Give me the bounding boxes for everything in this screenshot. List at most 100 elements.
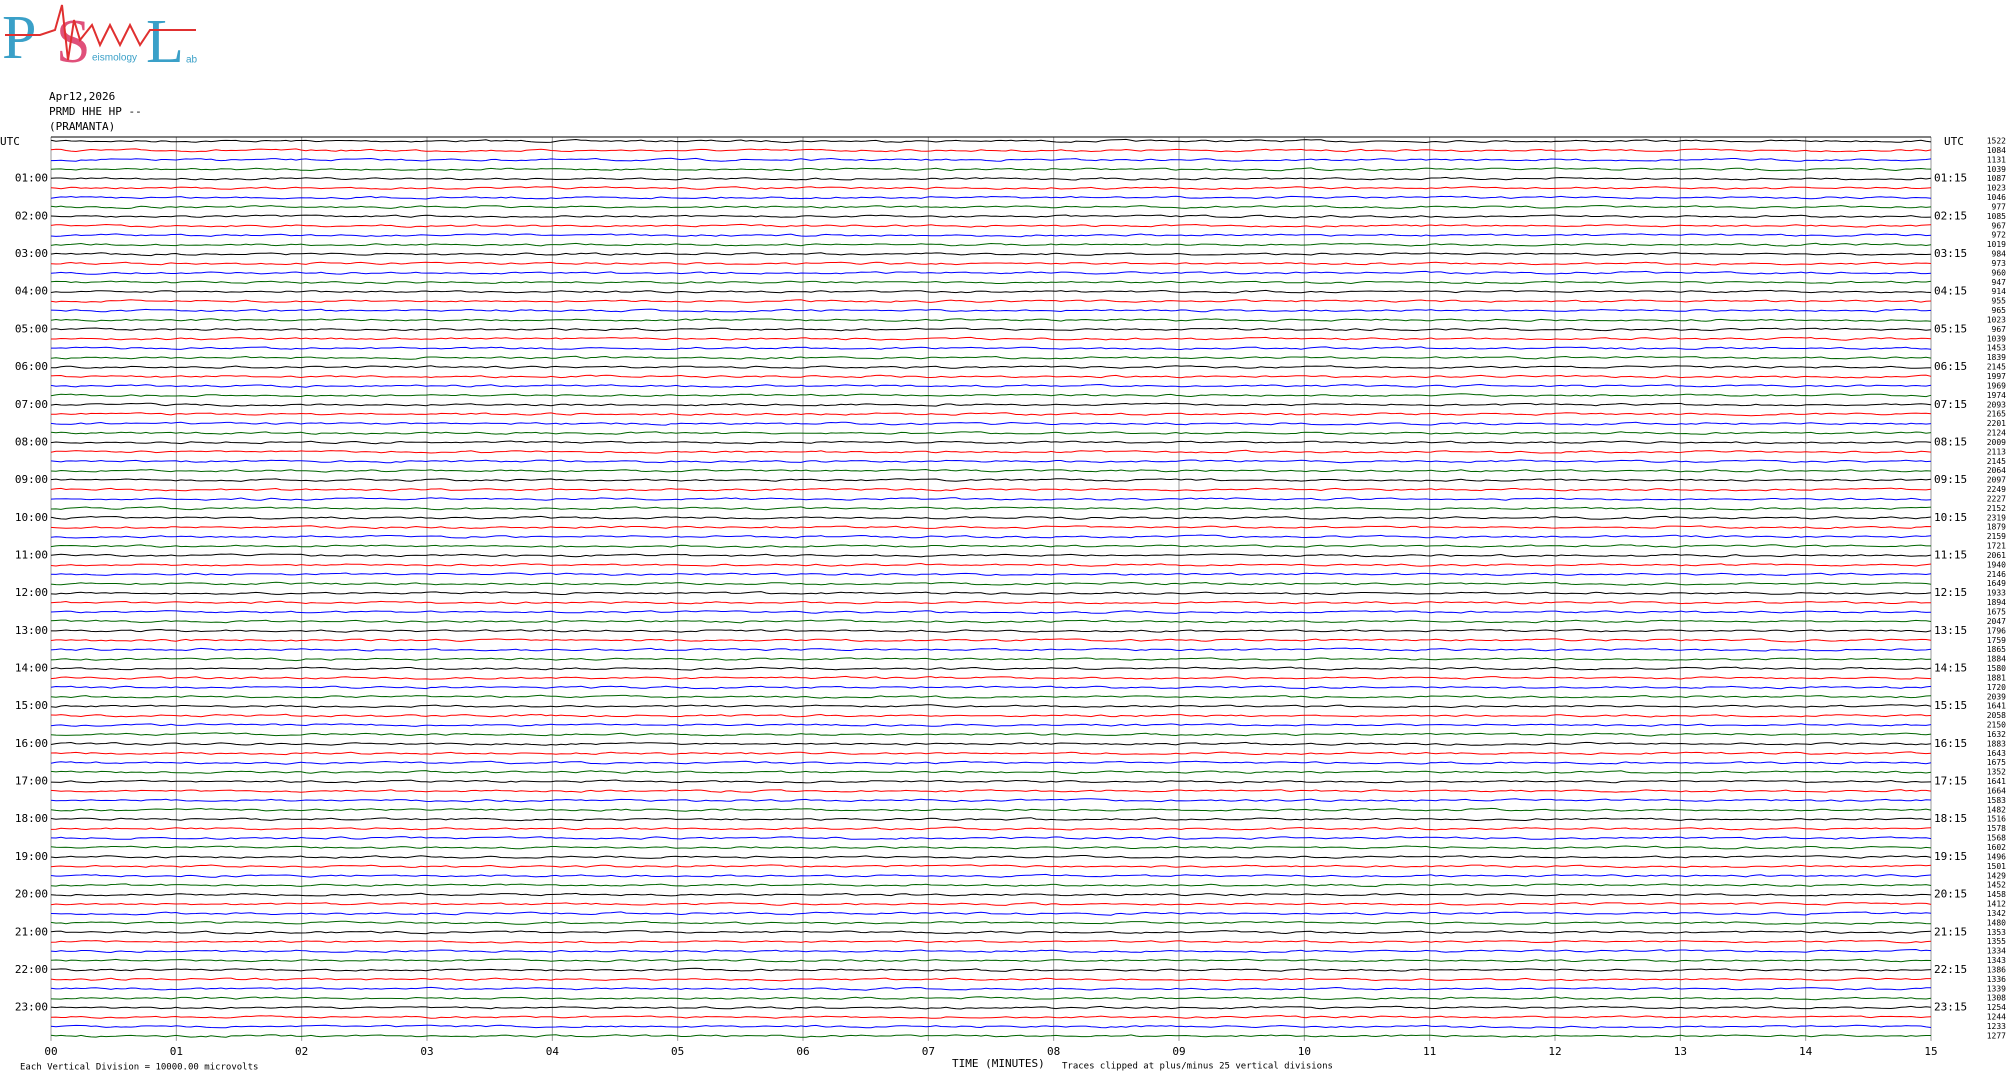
info-line: (PRAMANTA): [49, 120, 115, 133]
trace: [50, 1014, 1932, 1019]
x-axis-title: TIME (MINUTES): [952, 1057, 1045, 1070]
hour-label: 05:00: [15, 322, 48, 335]
row-value: 1452: [1987, 881, 2006, 890]
trace: [50, 732, 1932, 737]
trace: [50, 1034, 1931, 1038]
hour-label: 14:00: [15, 662, 48, 675]
axis-title: UTC: [0, 135, 20, 148]
hour-label: 21:00: [15, 925, 48, 938]
row-value: 2047: [1987, 617, 2006, 626]
trace: [50, 223, 1932, 228]
row-value: 2113: [1987, 447, 2006, 456]
trace: [50, 280, 1932, 285]
hour-label: 13:00: [15, 624, 48, 637]
trace: [50, 383, 1932, 388]
hour-label: 04:00: [15, 285, 48, 298]
row-value: 1580: [1987, 664, 2006, 673]
trace: [50, 826, 1932, 831]
trace: [50, 393, 1932, 398]
row-value: 1879: [1987, 523, 2006, 532]
row-value: 1501: [1987, 862, 2006, 871]
trace: [50, 459, 1932, 464]
hour-label: 15:15: [1934, 699, 1967, 712]
row-value: 2097: [1987, 476, 2006, 485]
hour-label: 17:00: [15, 775, 48, 788]
row-value: 1458: [1987, 890, 2006, 899]
row-value: 1884: [1987, 655, 2006, 664]
trace: [50, 864, 1932, 869]
row-value: 1583: [1987, 796, 2006, 805]
row-value: 1883: [1987, 739, 2006, 748]
trace: [50, 440, 1932, 445]
row-value: 984: [1992, 250, 2007, 259]
row-value: 1865: [1987, 645, 2006, 654]
logo-text: ab: [186, 55, 198, 66]
hour-label: 03:15: [1934, 247, 1967, 260]
row-value: 2165: [1987, 410, 2006, 419]
row-value: 1675: [1987, 758, 2006, 767]
row-value: 1759: [1987, 636, 2006, 645]
row-value: 1336: [1987, 975, 2006, 984]
trace: [50, 374, 1932, 379]
row-value: 914: [1992, 287, 2007, 296]
trace: [50, 685, 1932, 690]
trace: [50, 892, 1932, 897]
footer-text: Each Vertical Division = 10000.00 microv…: [20, 1063, 258, 1073]
trace: [50, 760, 1932, 765]
hour-label: 22:15: [1934, 963, 1967, 976]
hour-label: 02:00: [15, 209, 48, 222]
trace: [50, 421, 1932, 426]
trace: [50, 186, 1932, 190]
trace: [50, 902, 1932, 906]
hour-label: 11:15: [1934, 548, 1967, 561]
logo-letter: P: [2, 4, 36, 72]
row-value: 960: [1992, 268, 2007, 277]
row-value: 1721: [1987, 542, 2006, 551]
row-value: 955: [1992, 297, 2007, 306]
trace: [50, 148, 1932, 153]
trace: [50, 167, 1932, 172]
row-value: 2152: [1987, 504, 2006, 513]
row-value: 1894: [1987, 598, 2006, 607]
trace: [51, 412, 1932, 417]
info-line: PRMD HHE HP --: [49, 105, 142, 118]
row-value: 1039: [1987, 334, 2006, 343]
trace: [50, 252, 1932, 257]
row-value: 973: [1992, 259, 2007, 268]
trace: [50, 289, 1932, 294]
trace: [50, 855, 1932, 859]
trace: [50, 958, 1932, 963]
row-value: 1023: [1987, 184, 2006, 193]
hour-label: 16:00: [15, 737, 48, 750]
trace: [50, 779, 1932, 784]
x-tick-label: 15: [1924, 1045, 1937, 1058]
row-value: 1602: [1987, 843, 2006, 852]
trace: [50, 449, 1932, 454]
hour-label: 18:00: [15, 812, 48, 825]
row-value: 1881: [1987, 673, 2006, 682]
trace: [50, 553, 1932, 558]
row-value: 977: [1992, 202, 2007, 211]
trace: [50, 468, 1932, 473]
trace: [50, 647, 1932, 652]
row-value: 1522: [1987, 137, 2006, 146]
row-value: 1084: [1987, 146, 2006, 155]
x-tick-label: 00: [44, 1045, 57, 1058]
trace: [50, 478, 1932, 482]
hour-label: 12:00: [15, 586, 48, 599]
footer-note: Traces clipped at plus/minus 25 vertical…: [1062, 1062, 1333, 1072]
row-value: 1632: [1987, 730, 2006, 739]
hour-label: 22:00: [15, 963, 48, 976]
hour-label: 10:15: [1934, 511, 1967, 524]
row-value: 1496: [1987, 852, 2006, 861]
info-line: Apr12,2026: [49, 90, 115, 103]
row-value: 1997: [1987, 372, 2006, 381]
trace: [50, 365, 1932, 369]
row-value: 1429: [1987, 871, 2006, 880]
trace: [50, 836, 1932, 840]
row-value: 1342: [1987, 909, 2006, 918]
hour-label: 18:15: [1934, 812, 1967, 825]
trace: [50, 666, 1932, 671]
hour-label: 23:15: [1934, 1001, 1967, 1014]
row-value: 1568: [1987, 834, 2006, 843]
